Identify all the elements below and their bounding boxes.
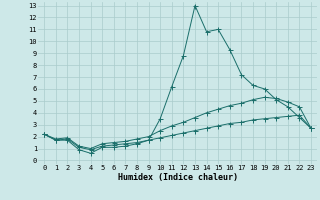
X-axis label: Humidex (Indice chaleur): Humidex (Indice chaleur) <box>118 173 238 182</box>
